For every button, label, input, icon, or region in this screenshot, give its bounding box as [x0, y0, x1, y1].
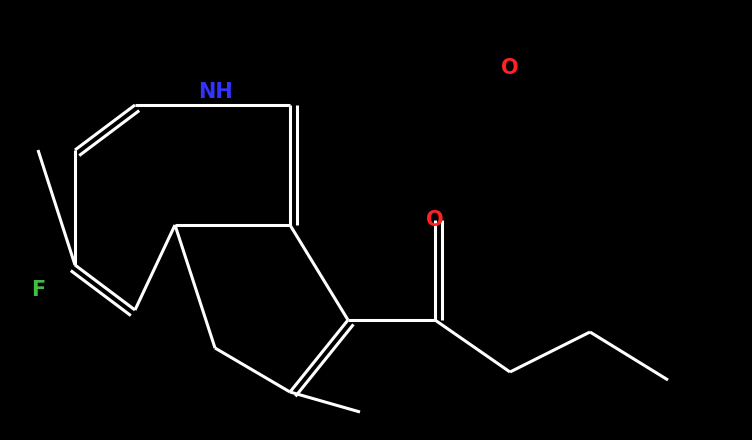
Text: F: F [31, 280, 45, 300]
Text: NH: NH [198, 82, 232, 102]
Text: O: O [426, 210, 444, 230]
Text: O: O [501, 58, 519, 78]
